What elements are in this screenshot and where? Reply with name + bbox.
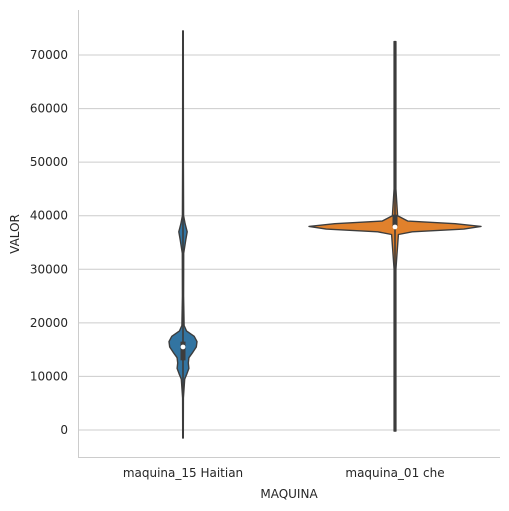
y-axis-ticks: 0 10000 20000 30000 40000 50000 60000 70000 xyxy=(30,48,68,437)
grid-lines xyxy=(78,54,500,431)
y-axis-label: VALOR xyxy=(8,214,22,254)
y-tick-label: 50000 xyxy=(30,155,68,169)
y-tick-label: 0 xyxy=(60,423,68,437)
violins xyxy=(168,30,482,439)
violin-2 xyxy=(308,40,482,432)
y-tick-label: 70000 xyxy=(30,48,68,62)
y-tick-label: 10000 xyxy=(30,369,68,383)
y-tick-label: 60000 xyxy=(30,102,68,116)
x-tick-label: maquina_15 Haitian xyxy=(123,466,243,480)
y-tick-label: 40000 xyxy=(30,209,68,223)
y-tick-label: 30000 xyxy=(30,262,68,276)
x-tick-label: maquina_01 che xyxy=(345,466,444,480)
y-tick-label: 20000 xyxy=(30,316,68,330)
x-axis-ticks: maquina_15 Haitian maquina_01 che xyxy=(123,466,445,480)
violin-median-point xyxy=(392,224,398,230)
x-axis-label: MAQUINA xyxy=(260,487,318,501)
violin-median-point xyxy=(180,344,186,350)
violin-1 xyxy=(168,30,198,439)
